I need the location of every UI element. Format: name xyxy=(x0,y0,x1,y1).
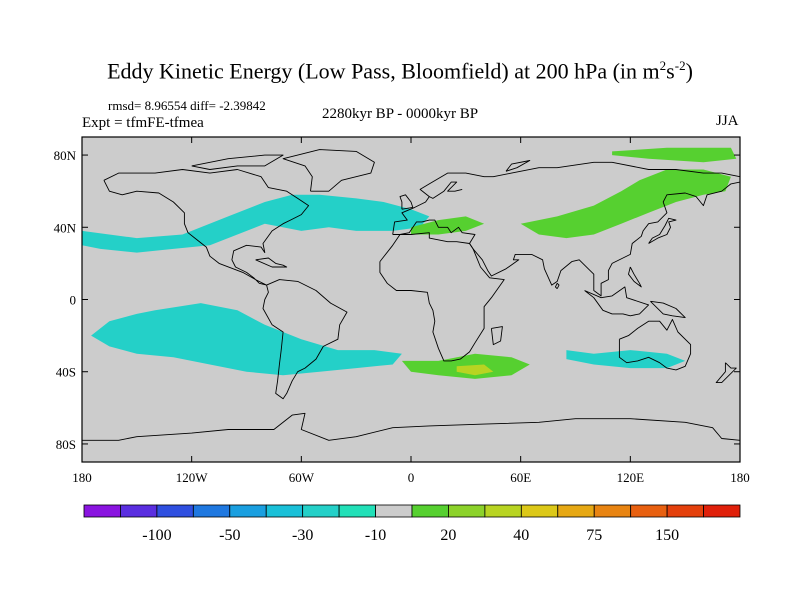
colorbar-swatch xyxy=(703,504,741,518)
coastline-north-america xyxy=(103,169,310,286)
colorbar-label: 150 xyxy=(655,527,679,544)
colorbar-swatch xyxy=(557,504,595,518)
colorbar-swatch xyxy=(156,504,194,518)
colorbar-swatch xyxy=(338,504,376,518)
colorbar-swatch xyxy=(484,504,522,518)
y-tick-label: 40N xyxy=(54,220,77,235)
axis-ticks: 180 120W 60W 0 60E 120E 180 80N 40N 0 40S 80S xyxy=(54,137,750,485)
coastline-africa xyxy=(379,232,505,362)
colorbar-swatch xyxy=(593,504,632,518)
y-tick-label: 80S xyxy=(56,437,76,452)
x-tick-label: 180 xyxy=(730,470,750,485)
colorbar-label: -10 xyxy=(365,527,386,544)
colorbar-swatch xyxy=(192,504,231,518)
coastline-eurasia xyxy=(392,161,741,297)
coastline-svalbard-novaya xyxy=(505,160,531,172)
region-south-atlantic-core xyxy=(456,364,494,376)
colorbar-swatch xyxy=(83,504,121,518)
coastline-new-zealand xyxy=(715,362,737,384)
colorbar-swatch xyxy=(411,504,449,518)
coastline-japan xyxy=(648,217,677,244)
colorbar-label: -50 xyxy=(219,527,240,544)
experiment-label: Expt = tfmFE-tfmea xyxy=(82,115,204,131)
coastline-new-guinea xyxy=(650,300,686,319)
colorbar-swatch xyxy=(630,504,668,518)
region-north-atlantic-pacific-band xyxy=(82,194,430,253)
x-tick-label: 120E xyxy=(617,470,645,485)
season-label: JJA xyxy=(716,113,739,129)
colorbar-swatch xyxy=(375,504,413,518)
region-south-pacific-atlantic-band xyxy=(91,303,402,376)
coastline-sri-lanka xyxy=(554,282,560,290)
y-tick-label: 40S xyxy=(56,365,76,380)
colorbar-swatch xyxy=(448,504,486,518)
coastline-australia xyxy=(618,318,692,371)
coastline-canada-islands xyxy=(191,154,284,170)
coastline-uk xyxy=(399,194,414,210)
region-siberia-pacific-band xyxy=(520,169,731,239)
coastline-borneo-indonesia xyxy=(584,286,650,317)
y-tick-label: 0 xyxy=(70,293,77,308)
x-tick-label: 0 xyxy=(408,470,415,485)
colorbar-label: -30 xyxy=(292,527,313,544)
coastline-south-america xyxy=(262,279,348,400)
colorbar-label: 40 xyxy=(513,527,529,544)
chart-title: Eddy Kinetic Energy (Low Pass, Bloomfiel… xyxy=(107,58,693,84)
coastline-madagascar xyxy=(490,326,503,346)
colorbar-swatch xyxy=(229,504,267,518)
x-tick-label: 60E xyxy=(510,470,531,485)
coastline-antarctica xyxy=(82,412,741,441)
x-tick-label: 180 xyxy=(72,470,92,485)
coastline-caribbean xyxy=(255,257,288,268)
coastline-scandinavia-inner xyxy=(429,181,463,199)
region-arctic-band xyxy=(612,147,737,163)
colorbar: -100 -50 -30 -10 20 40 75 150 xyxy=(83,504,741,544)
colorbar-label: 75 xyxy=(586,527,602,544)
x-tick-label: 60W xyxy=(289,470,315,485)
colorbar-swatch xyxy=(265,504,304,518)
region-mediterranean-band xyxy=(411,216,485,235)
colorbar-swatch xyxy=(520,504,559,518)
stats-label: rmsd= 8.96554 diff= -2.39842 xyxy=(108,98,266,113)
region-indian-ocean-band xyxy=(566,350,686,369)
y-tick-label: 80N xyxy=(54,148,77,163)
colorbar-swatch xyxy=(302,504,340,518)
coastline-philippines xyxy=(628,266,642,288)
period-label: 2280kyr BP - 0000kyr BP xyxy=(321,106,479,122)
coastline-greenland xyxy=(282,149,375,192)
coastlines xyxy=(82,149,741,441)
colorbar-label: -100 xyxy=(142,527,171,544)
x-tick-label: 120W xyxy=(176,470,209,485)
colorbar-label: 20 xyxy=(440,527,456,544)
map-layer xyxy=(82,137,740,462)
colorbar-swatch xyxy=(120,504,158,518)
colorbar-swatch xyxy=(666,504,704,518)
